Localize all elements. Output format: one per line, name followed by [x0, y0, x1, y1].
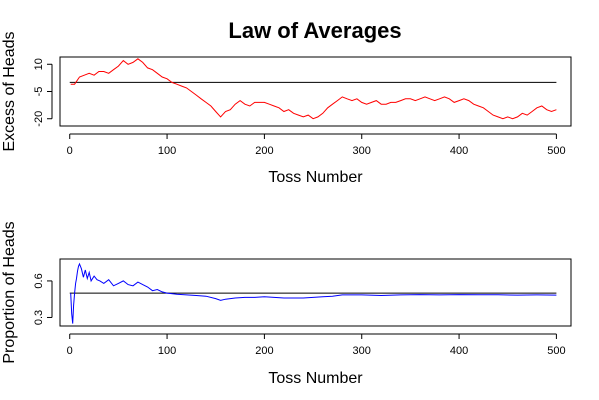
- excess-of-heads-panel: 0 100 200 300 400 500 10 -5 -20 Toss Number Excess…: [1, 31, 572, 186]
- x-axis-title: Toss Number: [268, 370, 363, 387]
- x-tick-label: 500: [547, 345, 565, 357]
- x-tick-label: 400: [450, 145, 468, 157]
- chart-title: Law of Averages: [228, 18, 401, 43]
- x-tick-label: 0: [67, 145, 73, 157]
- proportion-of-heads-panel: 0 100 200 300 400 500 0.6 0.3 Toss Number Proport…: [1, 221, 572, 387]
- series-line-proportion-of-heads: [70, 262, 557, 324]
- x-tick-label: 100: [158, 145, 176, 157]
- x-tick-label: 200: [255, 345, 273, 357]
- x-tick-label: 100: [158, 345, 176, 357]
- y-axis-title: Proportion of Heads: [1, 221, 18, 363]
- plot-frame: [59, 56, 572, 127]
- y-tick-label: -5: [33, 87, 45, 97]
- x-tick-label: 400: [450, 345, 468, 357]
- y-tick-label: 0.6: [33, 273, 45, 288]
- series-line-excess-of-heads: [70, 58, 557, 120]
- x-tick-label: 0: [67, 345, 73, 357]
- x-axis-title: Toss Number: [268, 169, 363, 186]
- x-tick-label: 300: [353, 145, 371, 157]
- plot-frame: [59, 258, 572, 327]
- x-tick-label: 300: [353, 345, 371, 357]
- x-tick-label: 500: [547, 145, 565, 157]
- y-tick-label: 10: [33, 58, 45, 70]
- y-axis-title: Excess of Heads: [1, 31, 18, 151]
- y-tick-label: -20: [33, 111, 45, 127]
- x-tick-label: 200: [255, 145, 273, 157]
- y-tick-label: 0.3: [33, 310, 45, 325]
